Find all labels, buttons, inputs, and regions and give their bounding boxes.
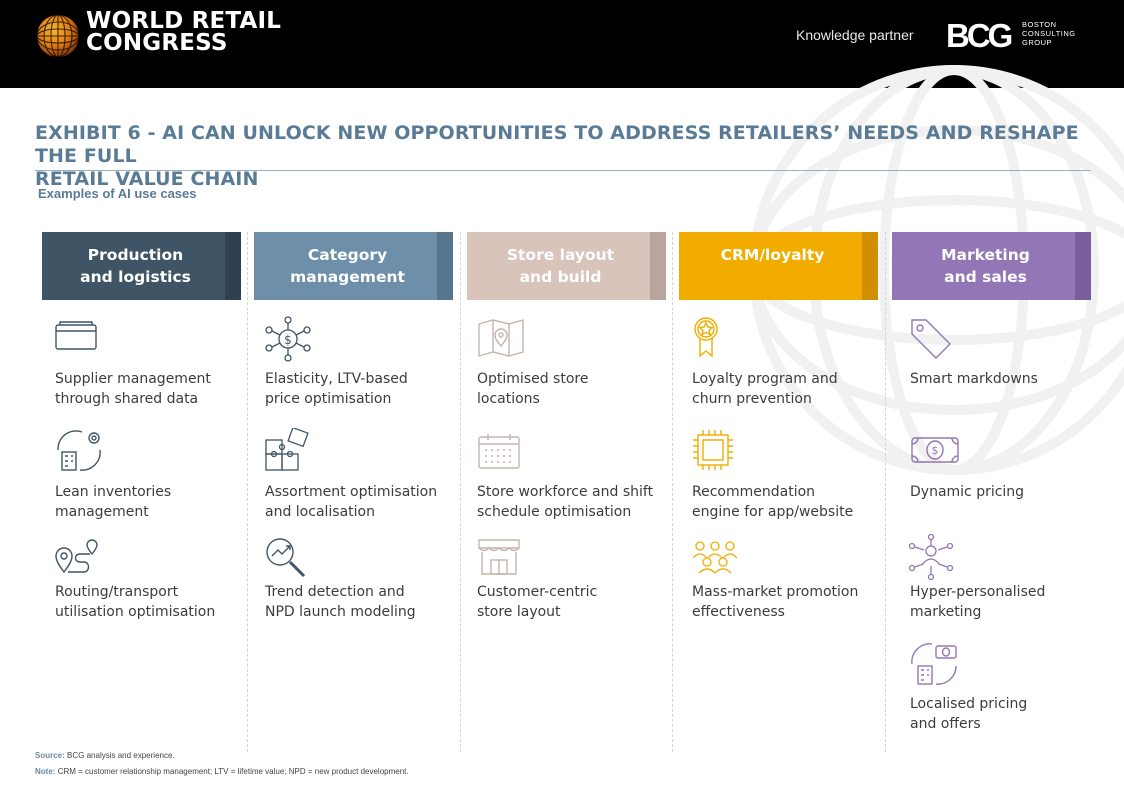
price-tag-icon [911, 319, 951, 359]
puzzle-icon [265, 428, 309, 471]
column-header: Production and logistics [42, 232, 241, 300]
local-pricing-icon [911, 643, 957, 685]
column-crm-loyalty: CRM/loyalty [679, 232, 878, 300]
section-subtitle: Examples of AI use cases [38, 186, 197, 201]
column-header: Store layout and build [467, 232, 666, 300]
bcg-logo-subtext: BOSTON CONSULTING GROUP [1022, 20, 1076, 47]
svg-text:$: $ [284, 333, 292, 347]
use-case-label: Supplier management through shared data [55, 371, 211, 407]
abbreviation-note: Note: CRM = customer relationship manage… [35, 767, 409, 776]
column-marketing-sales: Marketing and sales [892, 232, 1091, 300]
banknote-icon: $ [911, 437, 959, 463]
trend-magnifier-icon [266, 538, 306, 578]
chip-icon [693, 430, 733, 470]
header-bar: WORLD RETAIL CONGRESS Knowledge partner … [0, 0, 1124, 88]
use-case-label: Store workforce and shift schedule optimi… [477, 484, 654, 520]
svg-text:$: $ [932, 444, 939, 457]
column-divider [247, 232, 248, 752]
bcg-logo: BCG [946, 17, 1013, 54]
column-divider [672, 232, 673, 752]
calendar-icon [478, 434, 520, 469]
column-category-management: Category management [254, 232, 453, 300]
exhibit-title: EXHIBIT 6 - AI CAN UNLOCK NEW OPPORTUNIT… [35, 122, 1079, 190]
column-store-layout: Store layout and build [467, 232, 666, 300]
brand-name: WORLD RETAIL CONGRESS [86, 8, 282, 56]
column-header: Category management [254, 232, 453, 300]
badge-icon [694, 317, 718, 358]
use-case-label: Optimised store locations [477, 371, 589, 407]
use-case-label: Hyper-personalised marketing [910, 584, 1046, 620]
storefront-icon [478, 539, 520, 575]
route-icon [55, 539, 98, 574]
use-case-label: Elasticity, LTV-based price optimisation [265, 371, 408, 407]
column-divider [460, 232, 461, 752]
globe-logo-icon [36, 14, 80, 58]
use-case-label: Localised pricing and offers [910, 696, 1028, 732]
person-network-icon [908, 534, 954, 580]
map-pin-icon [478, 319, 524, 357]
use-case-label: Recommendation engine for app/website [692, 484, 854, 520]
wallet-icon [55, 321, 97, 350]
crowd-icon [692, 541, 738, 574]
column-divider [885, 232, 886, 752]
use-case-label: Dynamic pricing [910, 484, 1025, 500]
source-note: Source: BCG analysis and experience. [35, 751, 175, 760]
use-case-label: Loyalty program and churn prevention [692, 371, 838, 407]
use-case-label: Trend detection and NPD launch modeling [265, 584, 416, 620]
use-case-label: Lean inventories management [55, 484, 172, 520]
knowledge-partner-label: Knowledge partner [796, 27, 914, 43]
use-case-label: Routing/transport utilisation optimisatio… [55, 584, 216, 620]
inventory-cycle-icon [57, 430, 101, 471]
price-network-icon: $ [265, 316, 311, 362]
column-production-logistics: Production and logistics [42, 232, 241, 300]
use-case-label: Assortment optimisation and localisation [265, 484, 438, 520]
use-case-label: Customer-centric store layout [477, 584, 598, 620]
column-header: CRM/loyalty [679, 232, 878, 300]
column-header: Marketing and sales [892, 232, 1091, 300]
use-case-label: Mass-market promotion effectiveness [692, 584, 859, 620]
use-case-label: Smart markdowns [910, 371, 1038, 387]
title-divider [35, 170, 1091, 171]
